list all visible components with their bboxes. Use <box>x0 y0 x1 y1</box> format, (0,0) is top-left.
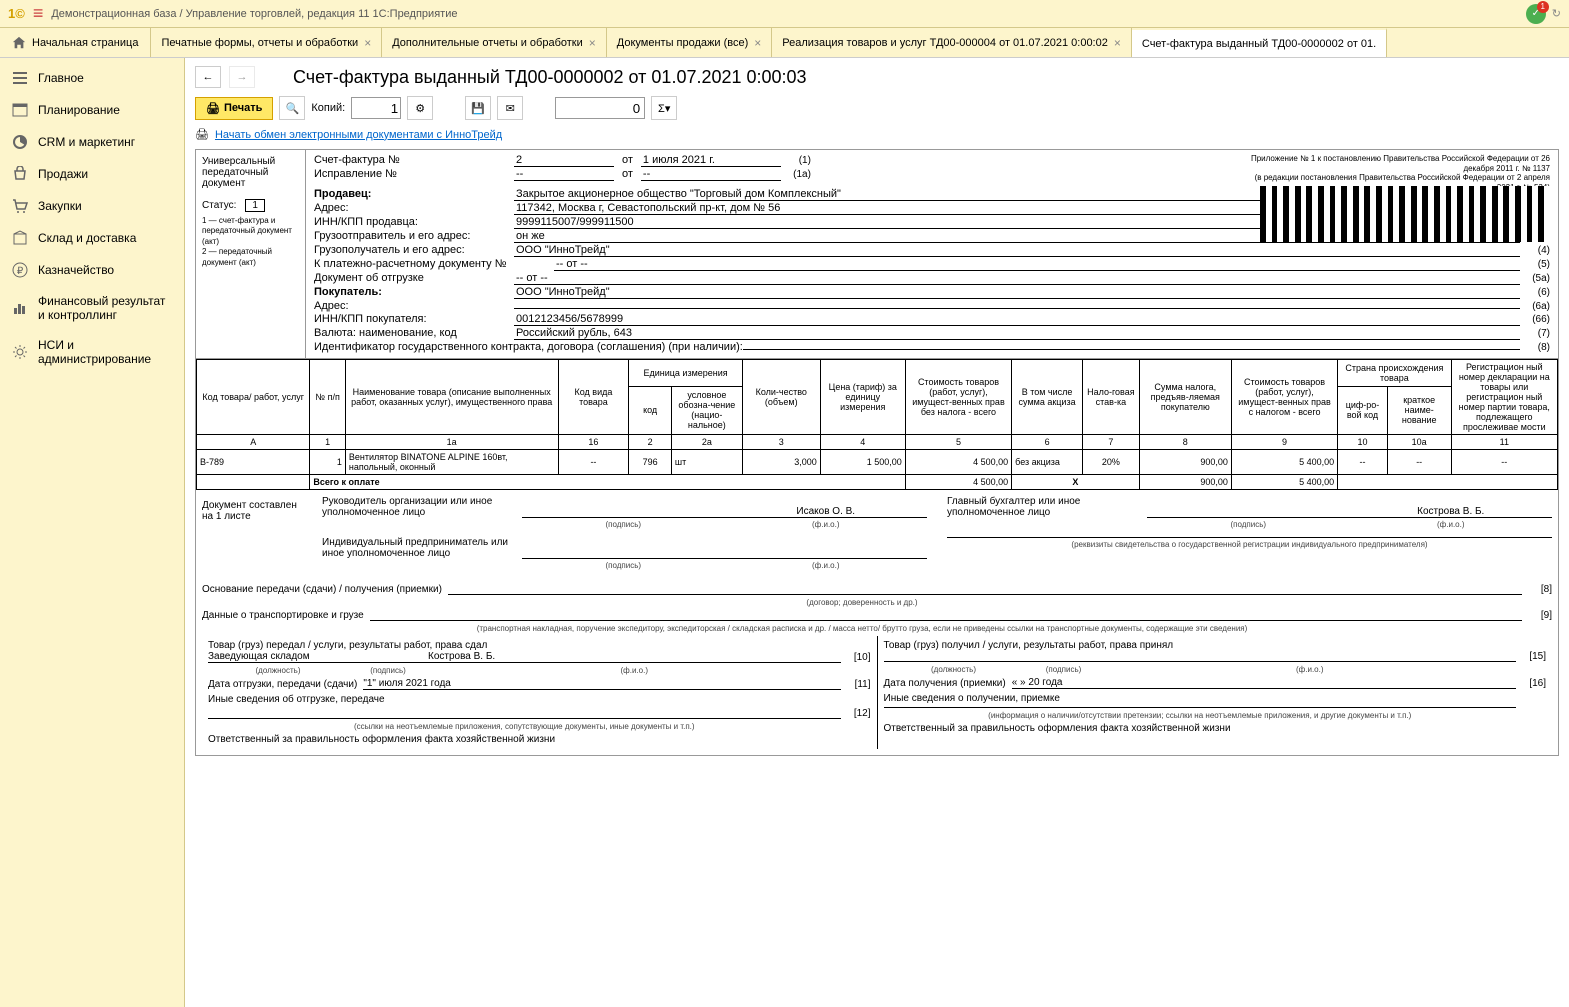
sum-input[interactable] <box>555 97 645 119</box>
sigma-button[interactable]: Σ▾ <box>651 96 677 120</box>
edi-link[interactable]: Начать обмен электронными документами с … <box>215 129 502 141</box>
upd-label: Универсальный передаточный документ <box>202 156 299 189</box>
sidebar: Главное Планирование CRM и маркетинг Про… <box>0 58 185 1007</box>
preview-button[interactable]: 🔍 <box>279 96 305 120</box>
email-button[interactable]: ✉ <box>497 96 523 120</box>
status-label: Статус: <box>202 200 236 211</box>
copies-input[interactable] <box>351 97 401 119</box>
nav-back-button[interactable]: ← <box>195 66 221 88</box>
sidebar-item-planning[interactable]: Планирование <box>0 94 184 126</box>
toolbar: 🖨 Печать 🔍 Копий: ⚙ 💾 ✉ Σ▾ <box>195 96 1559 120</box>
top-bar: 1© ≡ Демонстрационная база / Управление … <box>0 0 1569 28</box>
sidebar-item-sales[interactable]: Продажи <box>0 158 184 190</box>
close-icon[interactable]: × <box>364 36 371 50</box>
svg-text:₽: ₽ <box>17 266 24 277</box>
table-row: В-789 1 Вентилятор BINATONE ALPINE 160вт… <box>197 450 1558 475</box>
barcode <box>1260 186 1550 242</box>
notification-badge[interactable]: ✓ <box>1526 4 1546 24</box>
close-icon[interactable]: × <box>754 36 761 50</box>
home-tab[interactable]: Начальная страница <box>0 28 151 57</box>
sidebar-item-admin[interactable]: НСИ и администрирование <box>0 330 184 374</box>
content-area: ← → Счет-фактура выданный ТД00-0000002 о… <box>185 58 1569 1007</box>
sidebar-item-purchases[interactable]: Закупки <box>0 190 184 222</box>
print-button[interactable]: 🖨 Печать <box>195 97 273 120</box>
settings-button[interactable]: ⚙ <box>407 96 433 120</box>
hamburger-icon[interactable]: ≡ <box>33 3 44 24</box>
sidebar-item-crm[interactable]: CRM и маркетинг <box>0 126 184 158</box>
link-icon: 🖨 <box>195 128 209 141</box>
save-button[interactable]: 💾 <box>465 96 491 120</box>
invoice-table: Код товара/ работ, услуг № п/п Наименова… <box>196 359 1558 490</box>
tabs-row: Начальная страница Печатные формы, отчет… <box>0 28 1569 58</box>
tab-realization[interactable]: Реализация товаров и услуг ТД00-000004 о… <box>772 28 1132 57</box>
document-title: Счет-фактура выданный ТД00-0000002 от 01… <box>293 67 807 88</box>
history-icon[interactable]: ↻ <box>1552 7 1561 20</box>
status-legend: 1 — счет-фактура и передаточный документ… <box>202 216 299 268</box>
copies-label: Копий: <box>311 102 345 114</box>
close-icon[interactable]: × <box>1114 36 1121 50</box>
sidebar-item-warehouse[interactable]: Склад и доставка <box>0 222 184 254</box>
status-value: 1 <box>245 199 265 212</box>
doc-pages-label: Документ составлен на 1 листе <box>202 496 302 572</box>
close-icon[interactable]: × <box>589 36 596 50</box>
tab-sales-docs[interactable]: Документы продажи (все)× <box>607 28 772 57</box>
nav-forward-button[interactable]: → <box>229 66 255 88</box>
tab-additional-reports[interactable]: Дополнительные отчеты и обработки× <box>382 28 607 57</box>
sidebar-item-finance[interactable]: Финансовый результат и контроллинг <box>0 286 184 330</box>
sidebar-item-treasury[interactable]: ₽Казначейство <box>0 254 184 286</box>
sidebar-item-main[interactable]: Главное <box>0 62 184 94</box>
tab-print-forms[interactable]: Печатные формы, отчеты и обработки× <box>151 28 382 57</box>
tab-invoice-active[interactable]: Счет-фактура выданный ТД00-0000002 от 01… <box>1132 28 1387 57</box>
logo-1c: 1© <box>8 6 25 21</box>
document-preview: Универсальный передаточный документ Стат… <box>195 149 1559 756</box>
app-title: Демонстрационная база / Управление торго… <box>51 8 457 20</box>
